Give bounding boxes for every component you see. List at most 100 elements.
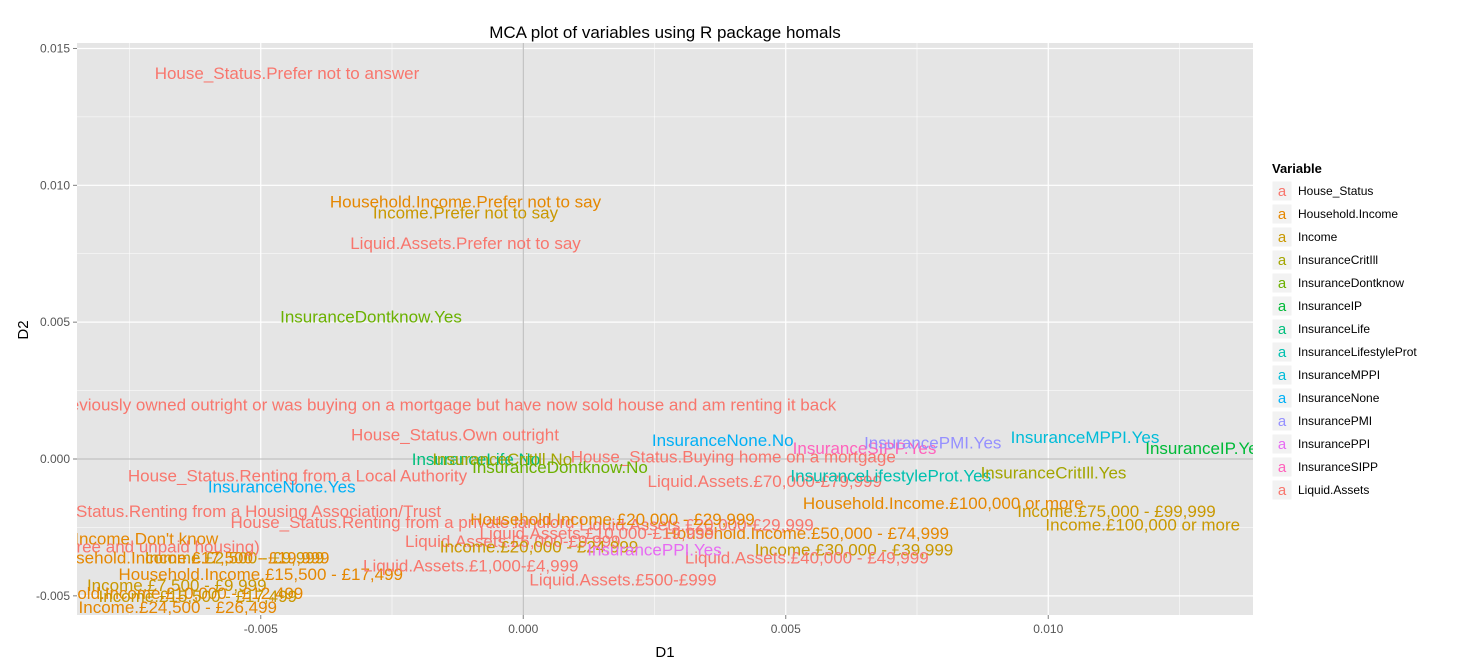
- x-tick-label: -0.005: [244, 622, 278, 636]
- legend-item-label: House_Status: [1298, 184, 1373, 198]
- legend-key: [1271, 180, 1293, 202]
- y-axis-title: D2: [15, 320, 32, 339]
- point-label: Liquid.Assets.Prefer not to say: [350, 234, 581, 253]
- legend-key: [1271, 203, 1293, 225]
- point-label: House_Status.Prefer not to answer: [155, 64, 420, 83]
- legend-item-label: InsurancePMI: [1298, 414, 1372, 428]
- legend-title: Variable: [1272, 161, 1322, 176]
- chart-title: MCA plot of variables using R package ho…: [489, 23, 841, 42]
- legend-key: [1271, 249, 1293, 271]
- point-label: Household.Income.£15,500 - £17,499: [119, 565, 403, 584]
- point-label: Income.£75,000 - £99,999: [1017, 502, 1215, 521]
- point-label: Liquid.Assets.£20,000-£29,999: [579, 516, 813, 535]
- legend-item-label: Household.Income: [1298, 207, 1398, 221]
- legend-key: [1271, 387, 1293, 409]
- point-label: Household.Income.Don't know: [0, 529, 219, 548]
- legend-key: [1271, 479, 1293, 501]
- point-label: Household.Income.£17,500 - £19,999: [45, 549, 329, 568]
- legend-item-label: InsurancePPI: [1298, 437, 1370, 451]
- legend-key: [1271, 341, 1293, 363]
- legend-item-label: InsuranceMPPI: [1298, 368, 1380, 382]
- legend-key: [1271, 364, 1293, 386]
- point-label: Liquid.Assets.£1,000-£4,999: [363, 557, 579, 576]
- x-axis-title: D1: [655, 644, 674, 661]
- legend-key-glyph: a: [1278, 275, 1287, 292]
- point-label: Income.£30,000 - £39,999: [755, 540, 953, 559]
- point-label: Income.£2,500 - £9,999: [145, 549, 325, 568]
- legend-key-glyph: a: [1278, 229, 1287, 246]
- point-label: InsuranceIP.Yes: [1145, 439, 1266, 458]
- point-label: InsuranceNone.Yes: [208, 477, 356, 496]
- legend-key-glyph: a: [1278, 298, 1287, 315]
- legend-item-label: InsuranceLifestyleProt: [1298, 345, 1417, 359]
- y-tick-label: 0.010: [40, 178, 70, 192]
- point-label: InsuranceLifestyleProt.Yes: [790, 466, 991, 485]
- legend-key-glyph: a: [1278, 183, 1287, 200]
- legend-key-glyph: a: [1278, 367, 1287, 384]
- point-label: Household.Income.£100,000 or more: [803, 494, 1084, 513]
- legend-key: [1271, 456, 1293, 478]
- x-tick-label: 0.005: [771, 622, 801, 636]
- legend-key-glyph: a: [1278, 321, 1287, 338]
- point-label: Liquid.Assets.£40,000 - £49,999: [685, 549, 929, 568]
- reference-lines: [77, 43, 1253, 615]
- point-label: Income.£15,500 - £17,499: [99, 587, 297, 606]
- point-label: Liquid.Assets.£5,000-£9,999: [405, 532, 621, 551]
- legend-key-glyph: a: [1278, 252, 1287, 269]
- point-label: Income.£20,000 - £24,999: [440, 538, 638, 557]
- legend-key: [1271, 226, 1293, 248]
- point-label: InsuranceCritIll.No: [432, 450, 572, 469]
- legend-key-glyph: a: [1278, 390, 1287, 407]
- legend-key-glyph: a: [1278, 206, 1287, 223]
- point-label: InsuranceCritIll.Yes: [981, 464, 1127, 483]
- legend-item-label: InsuranceIP: [1298, 299, 1362, 313]
- legend-key-glyph: a: [1278, 344, 1287, 361]
- y-tick-label: 0.015: [40, 41, 70, 55]
- legend-item-label: InsuranceSIPP: [1298, 460, 1378, 474]
- legend-key: [1271, 295, 1293, 317]
- point-label: Household.Income.£50,000 - £74,999: [665, 524, 949, 543]
- y-tick-label: 0.000: [40, 452, 70, 466]
- legend-key-glyph: a: [1278, 413, 1287, 430]
- point-label: House_Status.Own outright: [351, 425, 559, 444]
- y-tick-label: -0.005: [36, 589, 70, 603]
- x-tick-label: 0.000: [508, 622, 538, 636]
- point-label: InsurancePMI.Yes: [864, 434, 1001, 453]
- axis-ticks: -0.005 0.000 0.005 0.010 -0.005 0.000 0.005 0.0…: [36, 41, 1064, 636]
- legend-item-label: InsuranceNone: [1298, 391, 1380, 405]
- point-label: House_Status.Renting from a private land…: [231, 513, 575, 532]
- point-label: InsuranceDontknow.No: [472, 458, 648, 477]
- legend-item-label: Income: [1298, 230, 1338, 244]
- point-label: Household.Income.£24,500 - £26,499: [0, 598, 277, 617]
- point-label: Liquid.Assets.£70,000-£79,999: [648, 472, 882, 491]
- legend-key-glyph: a: [1278, 459, 1287, 476]
- point-label: InsuranceSIPP.Yes: [793, 439, 937, 458]
- point-label: Income.Prefer not to say: [373, 204, 559, 223]
- point-label: Rent-free (including rent-free and unpai…: [0, 538, 260, 557]
- point-label: InsuranceLife.No: [412, 450, 541, 469]
- point-label: House_Status.Renting from a Local Author…: [128, 466, 468, 485]
- point-label: Income.£7,500 - £9,999: [87, 576, 267, 595]
- point-label: Liquid.Assets.£500-£999: [529, 570, 716, 589]
- point-label: House_Status.Renting from a Housing Asso…: [17, 502, 441, 521]
- point-label: Income.£100,000 or more: [1045, 516, 1240, 535]
- legend-key: [1271, 433, 1293, 455]
- legend-key: [1271, 410, 1293, 432]
- plot-panel: [77, 43, 1253, 615]
- point-label: InsuranceMPPI.Yes: [1011, 428, 1160, 447]
- legend-key-glyph: a: [1278, 436, 1287, 453]
- legend-item-label: InsuranceDontknow: [1298, 276, 1404, 290]
- legend-key-glyph: a: [1278, 482, 1287, 499]
- point-label: Household.Income.Prefer not to say: [330, 193, 602, 212]
- point-label: Previously owned outright or was buying …: [53, 395, 837, 414]
- x-tick-label: 0.010: [1033, 622, 1063, 636]
- legend-item-label: Liquid.Assets: [1298, 483, 1369, 497]
- point-labels: House_Status.Prefer not to answer Househo…: [0, 64, 1266, 617]
- point-label: InsuranceDontknow.Yes: [280, 308, 462, 327]
- point-label: Household.Income.£10,000 - £12,499: [19, 584, 303, 603]
- y-tick-label: 0.005: [40, 315, 70, 329]
- legend-key: [1271, 272, 1293, 294]
- grid-lines: [77, 43, 1253, 615]
